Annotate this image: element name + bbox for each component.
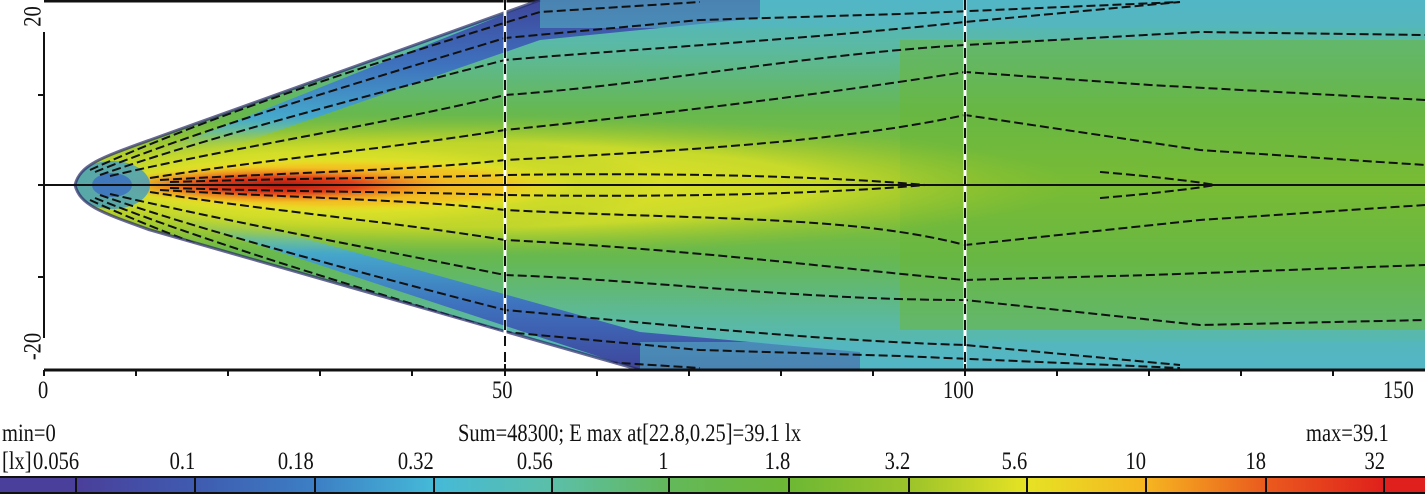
- illuminance-heatmap: [38, 0, 1425, 376]
- colorbar-level-label: 0.32: [398, 448, 434, 475]
- colorbar-segment: [196, 478, 316, 492]
- x-axis-ticks: [43, 364, 1334, 376]
- max-label: max=39.1: [1306, 420, 1389, 447]
- colorbar-level-label: 0.18: [278, 448, 314, 475]
- colorbar-level-label: 0.1: [169, 448, 195, 475]
- y-tick-label-top: 20: [19, 6, 47, 27]
- colorbar-segment: [553, 478, 670, 492]
- colorbar-level-label: 5.6: [1001, 448, 1027, 475]
- colorbar-level-label: 0.56: [517, 448, 553, 475]
- colorbar-segment: [1147, 478, 1267, 492]
- colorbar-segment: [435, 478, 553, 492]
- colorbar: [0, 476, 1425, 494]
- x-tick-label-0: 0: [38, 377, 49, 404]
- colorbar-level-label: 3.2: [884, 448, 910, 475]
- colorbar-segment: [0, 478, 77, 492]
- x-tick-label-100: 100: [943, 377, 974, 404]
- colorbar-segment: [1267, 478, 1385, 492]
- x-tick-label-50: 50: [492, 377, 513, 404]
- colorbar-level-label: 0.056: [33, 448, 80, 475]
- x-tick-label-150: 150: [1383, 377, 1414, 404]
- colorbar-segment: [1385, 478, 1425, 492]
- colorbar-segment: [790, 478, 910, 492]
- colorbar-segment: [910, 478, 1028, 492]
- colorbar-level-label: 1.8: [764, 448, 790, 475]
- colorbar-segment: [77, 478, 196, 492]
- stats-label: Sum=48300; E max at[22.8,0.25]=39.1 lx: [458, 420, 802, 447]
- colorbar-segment: [316, 478, 435, 492]
- colorbar-level-label: 10: [1125, 448, 1147, 475]
- colorbar-level-label: 1: [657, 448, 668, 475]
- colorbar-level-label: 18: [1245, 448, 1267, 475]
- y-tick-label-bottom: -20: [19, 332, 47, 361]
- colorbar-segment: [1028, 478, 1147, 492]
- colorbar-level-label: 32: [1364, 448, 1386, 475]
- colorbar-unit-label: [lx]: [2, 448, 32, 475]
- colorbar-segment: [670, 478, 790, 492]
- min-label: min=0: [2, 420, 56, 447]
